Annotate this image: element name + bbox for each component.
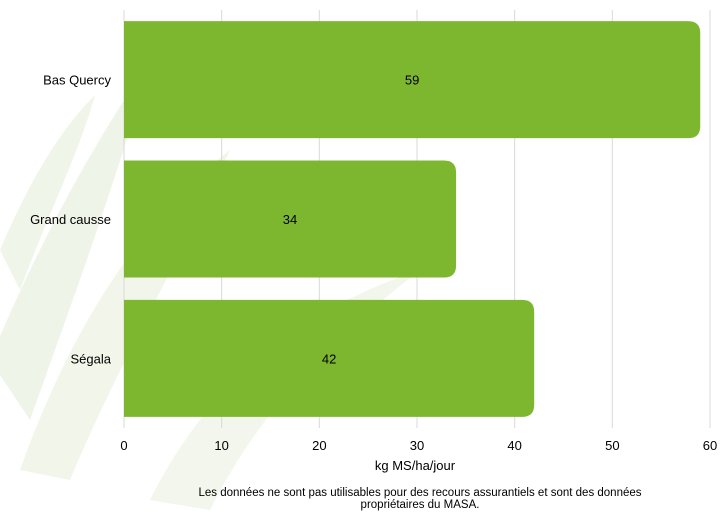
bar-ségala [124,299,535,417]
y-axis-labels: Bas Quercy Grand causse Ségala [30,73,112,367]
data-labels: 59 34 42 [283,73,420,367]
data-label: 34 [283,212,297,227]
x-tick-label: 10 [214,438,228,453]
bars [124,21,701,417]
x-tick-label: 50 [605,438,619,453]
category-label: Grand causse [30,212,111,227]
x-tick-label: 40 [507,438,521,453]
x-tick-label: 30 [410,438,424,453]
category-label: Bas Quercy [43,73,111,88]
data-label: 59 [405,73,419,88]
x-tick-label: 20 [312,438,326,453]
data-label: 42 [322,351,336,366]
x-tick-label: 60 [703,438,717,453]
x-axis-tick-labels: 0 10 20 30 40 50 60 [120,438,717,453]
footnote-line-2: propriétaires du MASA. [360,499,480,511]
bar-grand-causse [124,160,457,278]
footnote: Les données ne sont pas utilisables pour… [120,487,720,511]
category-label: Ségala [71,351,112,366]
x-tick-label: 0 [120,438,127,453]
bar-bas-quercy [124,21,701,139]
x-axis-title: kg MS/ha/jour [375,458,456,473]
footnote-line-1: Les données ne sont pas utilisables pour… [198,487,642,499]
